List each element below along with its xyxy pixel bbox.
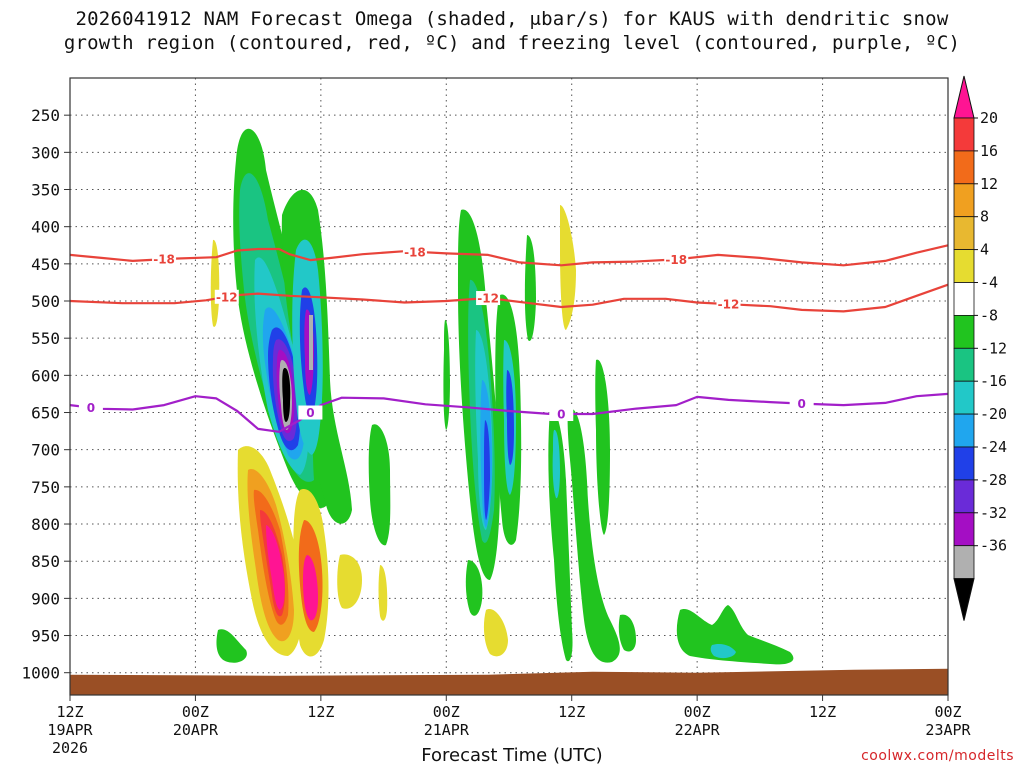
omega-shading (210, 128, 794, 665)
colorbar: 20 16 12 8 4 -4 -8 -12 -16 -20 -24 -28 -32 -36 (953, 75, 1007, 621)
x-tick-label: 00Z (684, 703, 711, 721)
contour-label: 0 (557, 408, 565, 422)
x-tick-label: 00Z (433, 703, 460, 721)
colorbar-swatch (953, 216, 975, 250)
colorbar-top-arrow (953, 75, 975, 119)
x-tick-date-label: 19APR (47, 721, 93, 739)
colorbar-swatch (953, 479, 975, 514)
contour-label-bg (716, 297, 741, 312)
y-tick-label: 250 (31, 106, 60, 125)
colorbar-swatch (953, 347, 975, 382)
colorbar-swatch (953, 413, 975, 448)
x-tick-date-label: 22APR (675, 721, 721, 739)
colorbar-swatch (953, 117, 975, 152)
contour-label: 0 (87, 401, 95, 415)
contour-label-bg (664, 252, 689, 267)
contour-label: -18 (665, 253, 687, 267)
contour-label: -18 (404, 245, 426, 259)
y-tick-label: 450 (31, 255, 60, 274)
y-tick-label: 600 (31, 366, 60, 385)
colorbar-swatch (953, 545, 975, 580)
colorbar-swatch (953, 380, 975, 415)
y-tick-label: 950 (31, 627, 60, 646)
contour-label-bg (402, 244, 427, 259)
omega-rising-cell-b (281, 189, 352, 524)
chart-title-line-1: 2026041912 NAM Forecast Omega (shaded, μ… (75, 8, 949, 30)
colorbar-swatch (953, 446, 975, 481)
colorbar-tick-label: -4 (980, 274, 998, 292)
chart-title-line-2: growth region (contoured, red, ºC) and f… (63, 32, 961, 54)
colorbar-tick-label: -8 (980, 306, 998, 324)
x-tick-label: 12Z (56, 703, 83, 721)
y-axis: 250 300 350 400 450 500 550 600 650 700 750 800 850 9… (21, 106, 70, 683)
y-tick-label: 1000 (21, 664, 60, 683)
contour-freezing_level_0 (69, 392, 949, 433)
terrain (70, 668, 948, 695)
y-tick-label: 900 (31, 589, 60, 608)
y-tick-label: 550 (31, 329, 60, 348)
colorbar-tick-label: -16 (980, 372, 1007, 390)
colorbar-tick-label: -24 (980, 438, 1007, 456)
y-tick-label: 500 (31, 292, 60, 311)
x-tick-date-label: 21APR (424, 721, 470, 739)
colorbar-tick-label: -32 (980, 504, 1007, 522)
contour-label: 0 (306, 406, 314, 420)
omega-sinking-low-levels (210, 205, 576, 657)
contour-label: -18 (153, 253, 175, 267)
x-tick-label: 00Z (182, 703, 209, 721)
colorbar-tick-label: -28 (980, 471, 1007, 489)
contour-label: -12 (477, 292, 499, 306)
omega-rising-cell-c (216, 209, 536, 663)
contour-label-bg (549, 407, 574, 422)
colorbar-tick-label: -36 (980, 537, 1007, 555)
contour-label-bg (214, 289, 239, 304)
y-tick-label: 650 (31, 404, 60, 423)
contour-label-bg (152, 252, 177, 267)
x-axis-label: Forecast Time (UTC) (421, 745, 603, 766)
colorbar-tick-label: 12 (980, 175, 998, 193)
x-tick-label: 12Z (558, 703, 585, 721)
y-tick-label: 350 (31, 181, 60, 200)
contour-label: 0 (797, 397, 805, 411)
colorbar-swatch (953, 512, 975, 547)
colorbar-tick-label: 8 (980, 208, 989, 226)
colorbar-swatch (953, 249, 975, 283)
colorbar-tick-label: 20 (980, 109, 998, 127)
contour-label-bg (78, 400, 103, 415)
contour-label-bg (298, 405, 323, 420)
contour-label-bg (476, 291, 501, 306)
contour-label: -12 (718, 298, 740, 312)
y-tick-label: 800 (31, 515, 60, 534)
y-tick-label: 850 (31, 552, 60, 571)
colorbar-swatch (953, 314, 975, 349)
colorbar-tick-label: -20 (980, 405, 1007, 423)
terrain-fill (70, 668, 948, 695)
contour-label: -12 (216, 290, 238, 304)
x-tick-label: 00Z (934, 703, 961, 721)
x-tick-label: 12Z (809, 703, 836, 721)
y-tick-label: 700 (31, 441, 60, 460)
plot-frame (69, 77, 949, 696)
colorbar-swatch (953, 282, 975, 316)
y-tick-label: 750 (31, 478, 60, 497)
colorbar-tick-label: 4 (980, 241, 989, 259)
x-tick-label: 12Z (307, 703, 334, 721)
contour-dendritic_minus18 (69, 244, 949, 267)
omega-rising-cell-d (548, 359, 794, 665)
contour-label-bg (789, 396, 814, 411)
x-tick-date-label: 23APR (925, 721, 971, 739)
colorbar-swatch (953, 150, 975, 185)
colorbar-tick-label: -12 (980, 339, 1007, 357)
x-tick-year-label: 2026 (52, 739, 88, 757)
y-tick-label: 300 (31, 143, 60, 162)
colorbar-bottom-arrow (953, 578, 975, 621)
x-tick-date-label: 20APR (173, 721, 219, 739)
y-tick-label: 400 (31, 218, 60, 237)
colorbar-tick-label: 16 (980, 142, 998, 160)
contour-lines: -18 -18 -18 -12 -12 -12 0 0 0 0 (69, 244, 949, 433)
source-credit: coolwx.com/modelts (861, 748, 1014, 764)
colorbar-swatch (953, 183, 975, 218)
